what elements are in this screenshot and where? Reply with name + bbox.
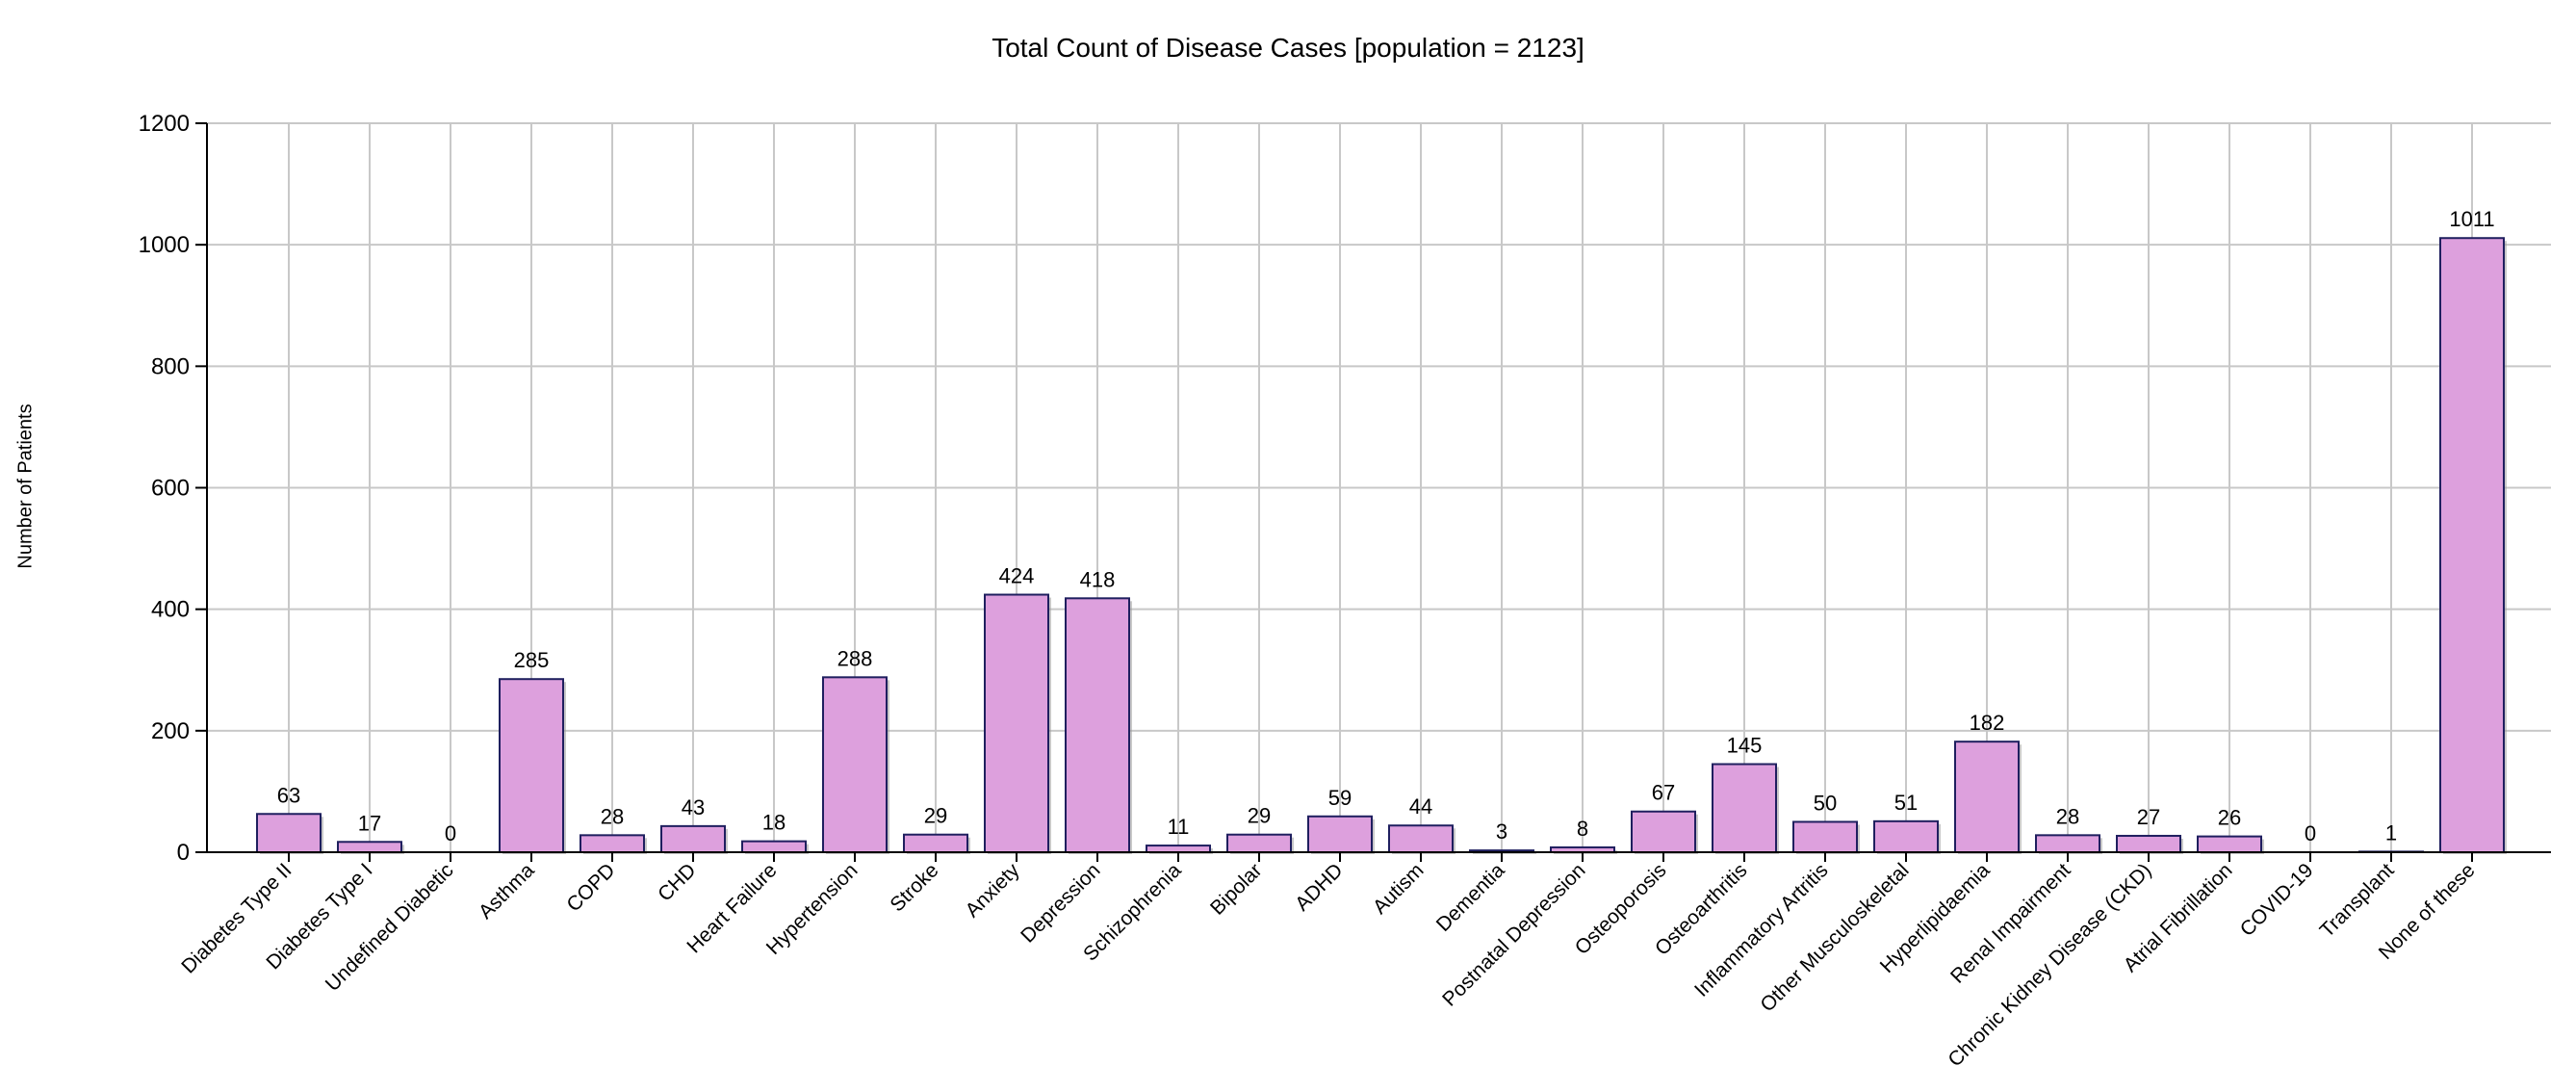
chart-title: Total Count of Disease Cases [population… <box>992 33 1584 63</box>
bar <box>1307 815 1373 853</box>
bar <box>1954 741 2020 854</box>
bar <box>1873 819 1939 854</box>
bar <box>741 840 807 854</box>
data-label: 182 <box>1970 711 2005 735</box>
x-category-label: Asthma <box>475 859 539 923</box>
bar <box>2197 835 2262 853</box>
x-category-label: Other Musculoskeletal <box>1756 859 1913 1016</box>
data-label: 29 <box>1248 804 1271 828</box>
x-category-label: Dementia <box>1432 859 1509 936</box>
bar <box>1388 824 1454 854</box>
data-label: 67 <box>1652 781 1675 805</box>
x-category-label: Stroke <box>886 859 942 916</box>
data-label: 17 <box>358 811 381 835</box>
bar <box>903 833 968 853</box>
data-label: 26 <box>2218 806 2241 830</box>
data-label: 50 <box>1814 791 1837 815</box>
data-label: 0 <box>445 821 456 845</box>
data-label: 28 <box>601 804 624 828</box>
data-label: 285 <box>514 648 550 672</box>
data-label: 1 <box>2385 820 2397 845</box>
bar <box>1792 820 1858 853</box>
y-tick-label: 600 <box>151 476 190 502</box>
bar <box>2439 237 2505 854</box>
bar <box>1712 763 1777 854</box>
data-label: 63 <box>277 783 300 807</box>
data-label: 29 <box>924 804 947 828</box>
y-tick-label: 1000 <box>139 232 190 258</box>
x-category-label: COVID-19 <box>2236 859 2318 941</box>
y-tick-label: 400 <box>151 597 190 623</box>
x-category-label: Bipolar <box>1206 859 1266 919</box>
bar <box>1065 597 1130 853</box>
data-label: 3 <box>1496 819 1507 844</box>
data-label: 288 <box>837 646 873 670</box>
x-category-label: CHD <box>654 859 700 905</box>
bar <box>580 834 645 854</box>
data-label: 51 <box>1894 791 1918 815</box>
bar <box>1226 833 1292 853</box>
grid-lines <box>207 122 2551 852</box>
data-label: 8 <box>1577 817 1588 841</box>
x-category-label: Autism <box>1369 859 1429 919</box>
y-tick-label: 0 <box>177 840 190 866</box>
data-label: 1011 <box>2449 207 2494 231</box>
bar <box>1631 810 1696 854</box>
bar-shadow <box>1473 853 1536 854</box>
data-label: 18 <box>762 811 786 835</box>
data-label: 145 <box>1727 734 1763 758</box>
data-label: 418 <box>1080 567 1116 591</box>
x-category-label: Inflammatory Artritis <box>1690 859 1832 1001</box>
bar <box>984 593 1049 853</box>
bar <box>499 678 564 854</box>
data-label: 44 <box>1409 794 1432 819</box>
x-category-label: Anxiety <box>962 859 1024 922</box>
bar <box>660 824 726 853</box>
y-tick-label: 1200 <box>139 111 190 137</box>
y-tick-label: 200 <box>151 718 190 744</box>
data-label: 28 <box>2056 804 2079 828</box>
x-category-label: Depression <box>1017 859 1104 947</box>
data-label: 43 <box>682 795 705 819</box>
axes <box>195 122 2551 862</box>
y-tick-label: 800 <box>151 353 190 379</box>
data-label: 424 <box>999 564 1035 588</box>
bar <box>822 676 888 853</box>
x-category-label: Transplant <box>2316 859 2399 942</box>
bar <box>256 813 322 854</box>
x-category-label: COPD <box>562 859 619 916</box>
bar <box>1146 845 1211 854</box>
data-label: 0 <box>2305 821 2316 845</box>
bar <box>2035 834 2100 854</box>
bar <box>2116 834 2181 854</box>
data-label: 27 <box>2137 805 2160 829</box>
data-label: 59 <box>1328 786 1352 810</box>
x-category-label: ADHD <box>1291 859 1347 915</box>
bar <box>337 841 402 853</box>
x-category-label: Postnatal Depression <box>1438 859 1589 1010</box>
bars <box>256 237 2507 855</box>
data-label: 11 <box>1168 815 1190 839</box>
